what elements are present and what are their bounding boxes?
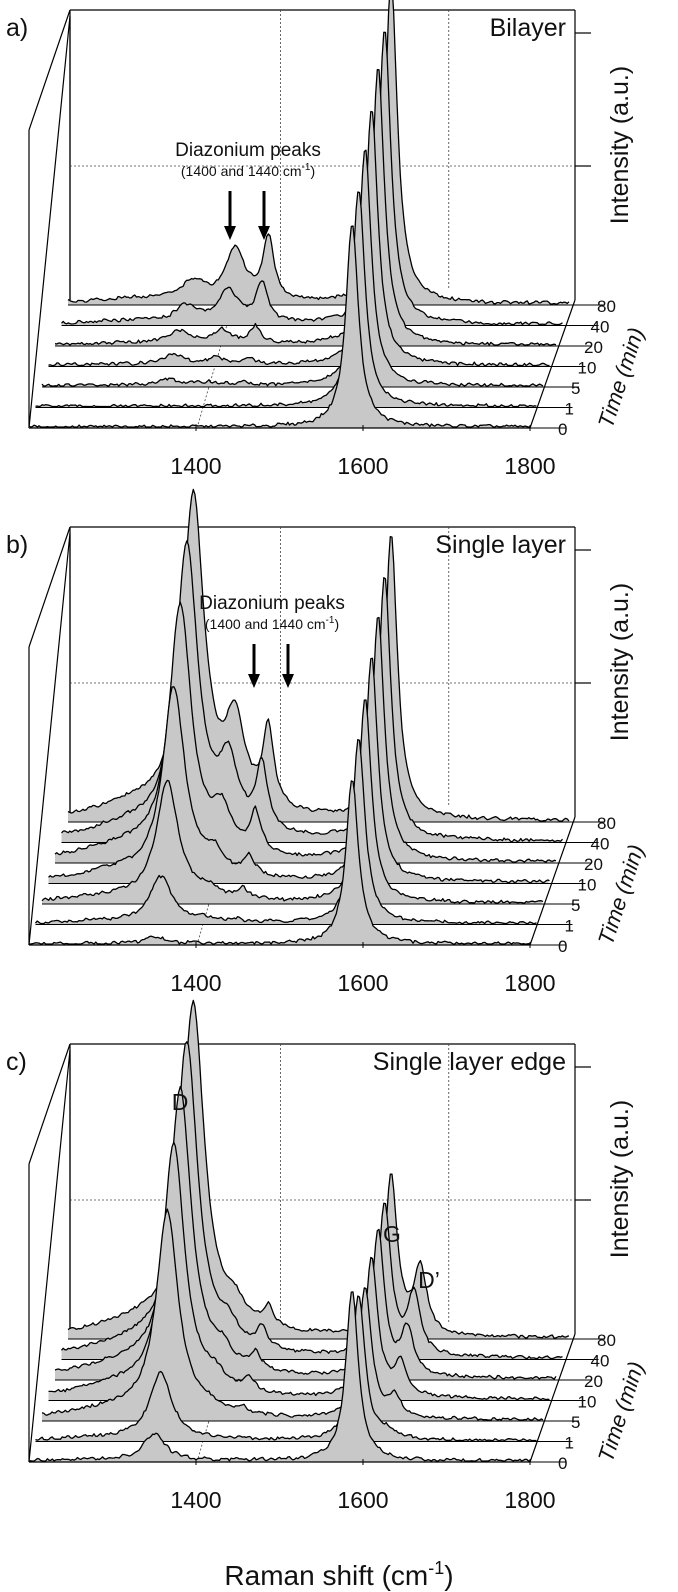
time-tick-label: 20 <box>584 855 603 874</box>
panel-title: Single layer edge <box>373 1048 566 1076</box>
time-tick-label: 5 <box>571 379 580 398</box>
annotation-title: Diazonium peaks <box>199 593 345 614</box>
time-tick-label: 5 <box>571 1413 580 1432</box>
spectrum-line-5min <box>41 699 544 904</box>
arrow-head <box>282 674 294 688</box>
peak-label-g: G <box>383 1221 401 1247</box>
time-tick-label: 40 <box>591 1352 610 1371</box>
panel-title: Bilayer <box>490 14 566 42</box>
x-tick-label: 1600 <box>337 970 388 996</box>
peak-label-d: D <box>172 1089 189 1115</box>
x-tick-label: 1400 <box>170 453 221 479</box>
time-tick-label: 0 <box>558 1454 567 1473</box>
x-tick-label: 1600 <box>337 1487 388 1513</box>
spectrum-line-0min <box>29 780 531 945</box>
spectrum-line-5min <box>41 1208 544 1421</box>
spectrum-line-5min <box>41 149 544 387</box>
time-tick-label: 0 <box>558 937 567 956</box>
time-tick-label: 5 <box>571 896 580 915</box>
top-depth-edge <box>28 9 71 131</box>
time-axis <box>529 1333 576 1463</box>
arrow-head <box>224 226 236 240</box>
time-axis <box>529 816 576 946</box>
annotation-subtitle: (1400 and 1440 cm-1) <box>205 615 339 632</box>
spectrum-line-1min <box>35 1295 537 1442</box>
time-tick-label: 80 <box>597 814 616 833</box>
spectrum-line-1min <box>35 191 537 408</box>
y-axis-label: Intensity (a.u.) <box>606 1100 634 1258</box>
spectrum-line-40min <box>61 1041 563 1360</box>
x-axis-label: Raman shift (cm-1) <box>224 1558 453 1591</box>
annotation-title: Diazonium peaks <box>175 140 321 161</box>
time-tick-label: 0 <box>558 420 567 439</box>
time-tick-label: 1 <box>565 1434 574 1453</box>
top-depth-edge <box>28 1043 71 1165</box>
x-tick-label: 1600 <box>337 453 388 479</box>
arrow-head <box>258 226 270 240</box>
time-tick-label: 40 <box>591 835 610 854</box>
spectrum-line-20min <box>54 601 557 863</box>
panel-label: b) <box>6 531 28 559</box>
spectrum-fill-5min <box>42 150 543 387</box>
spectrum-fill-5min <box>42 1209 543 1421</box>
time-tick-label: 10 <box>578 359 597 378</box>
time-tick-label: 40 <box>591 318 610 337</box>
spectrum-line-0min <box>28 1291 531 1462</box>
spectrum-line-40min <box>61 540 563 843</box>
annotation-subtitle: (1400 and 1440 cm-1) <box>181 162 315 179</box>
top-depth-edge <box>28 526 71 648</box>
spectrum-line-0min <box>28 225 530 428</box>
time-tick-label: 80 <box>597 1331 616 1350</box>
peak-label-dprime: D’ <box>418 1267 440 1293</box>
spectrum-fill-0min <box>29 226 530 428</box>
time-tick-label: 1 <box>565 400 574 419</box>
time-tick-label: 10 <box>578 876 597 895</box>
spectrum-line-10min <box>48 657 550 884</box>
panel-label: c) <box>6 1048 27 1076</box>
x-tick-label: 1800 <box>504 1487 555 1513</box>
panel-label: a) <box>6 14 28 42</box>
spectrum-fill-5min <box>42 700 543 904</box>
spectrum-line-10min <box>48 1141 550 1401</box>
time-tick-label: 10 <box>578 1393 597 1412</box>
time-tick-label: 1 <box>565 917 574 936</box>
arrow-head <box>248 674 260 688</box>
spectrum-line-1min <box>34 738 537 925</box>
spectrum-line-20min <box>54 1085 557 1380</box>
spectrum-line-20min <box>54 69 557 346</box>
time-axis <box>529 299 576 429</box>
spectrum-line-10min <box>48 110 550 367</box>
x-tick-label: 1800 <box>504 453 555 479</box>
time-tick-label: 20 <box>584 338 603 357</box>
spectrum-line-40min <box>61 31 563 326</box>
y-axis-label: Intensity (a.u.) <box>606 66 634 224</box>
time-tick-label: 80 <box>597 297 616 316</box>
spectrum-line-80min <box>67 488 570 822</box>
time-tick-label: 20 <box>584 1372 603 1391</box>
spectrum-line-80min <box>67 999 570 1339</box>
x-tick-label: 1400 <box>170 1487 221 1513</box>
x-tick-label: 1800 <box>504 970 555 996</box>
x-tick-label: 1400 <box>170 970 221 996</box>
panel-title: Single layer <box>435 531 566 559</box>
y-axis-label: Intensity (a.u.) <box>606 583 634 741</box>
spectrum-line-80min <box>67 0 570 305</box>
spectrum-fill-1min <box>35 1296 537 1442</box>
